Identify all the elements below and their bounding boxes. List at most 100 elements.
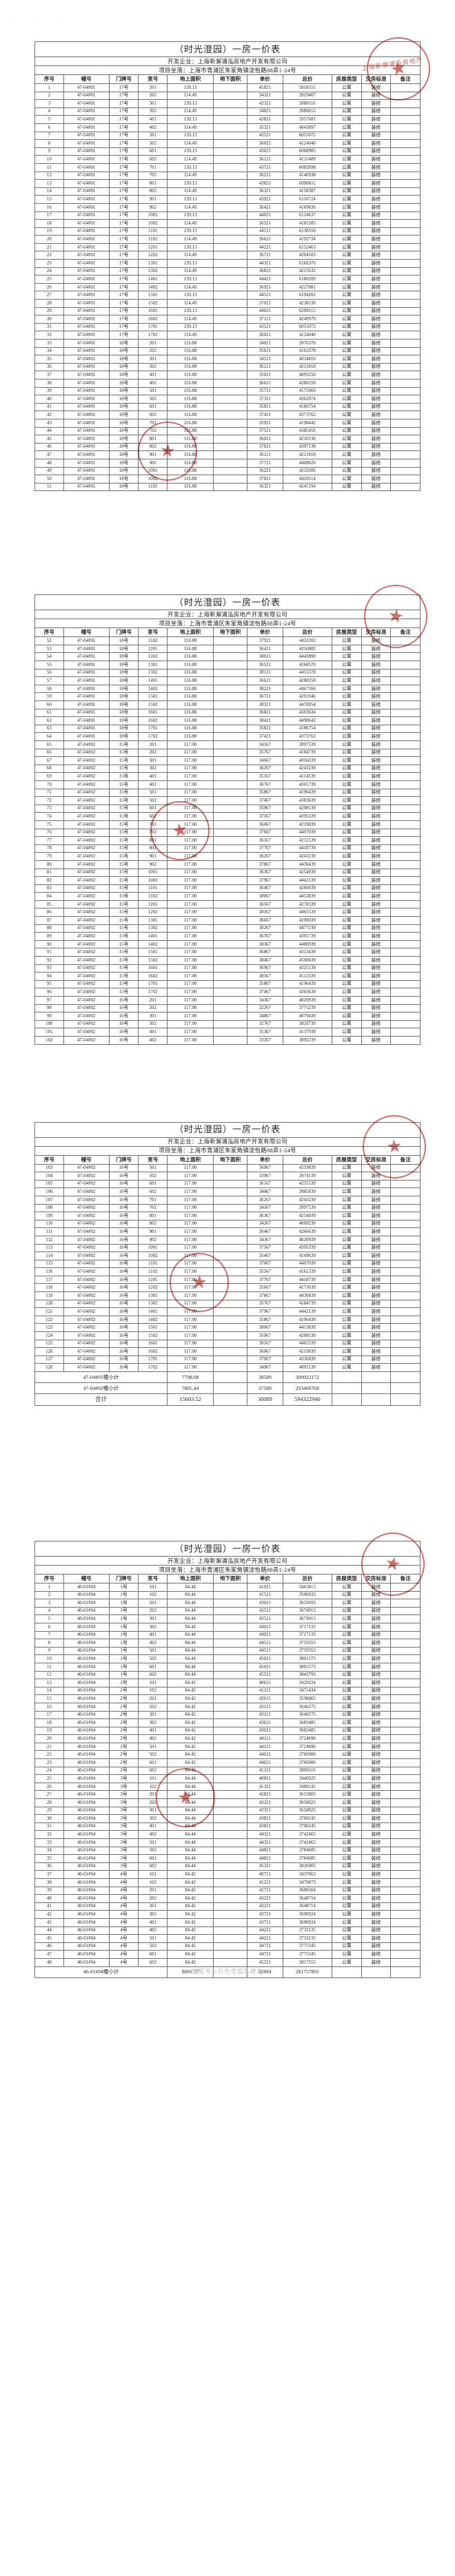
cell-delivery-standard: 装修: [361, 892, 392, 901]
table-row: 11 40-01#04 1号 601 84.44 45021 3801573 公寓 装修: [34, 1662, 421, 1672]
table-row: 19 40-01#04 2号 401 84.42 43621 3682485 公寓 装修: [34, 1726, 421, 1736]
cell-door-number: 1号: [108, 1639, 139, 1648]
cell-seq: 21: [34, 1742, 64, 1752]
cell-house-type: 公寓: [331, 684, 362, 694]
cell-door-number: 18号: [108, 668, 139, 678]
cell-note: [390, 1679, 421, 1687]
cell-below-ground-area: [213, 426, 247, 436]
cell-total-price: 3717133: [282, 1630, 332, 1640]
cell-room-number: 1201: [138, 900, 168, 909]
cell-building: 47-04#02: [63, 836, 110, 845]
cell-total-price: 3759353: [282, 1646, 332, 1656]
cell-below-ground-area: [213, 1212, 247, 1221]
subtotal-1-total: 300922172: [282, 1371, 332, 1383]
cell-delivery-standard: 装修: [361, 1806, 392, 1816]
cell-delivery-standard: 装修: [361, 828, 392, 838]
cell-total-price: 6138550: [282, 227, 332, 236]
cell-room-number: 1601: [138, 964, 168, 973]
cell-unit-price: 36121: [246, 362, 283, 372]
cell-room-number: 101: [138, 1679, 168, 1687]
cell-door-number: 18号: [108, 395, 139, 404]
cell-below-ground-area: [213, 788, 247, 798]
cell-note: [390, 1798, 421, 1807]
cell-unit-price: 44721: [246, 1942, 283, 1951]
cell-unit-price: 42721: [246, 1886, 283, 1895]
cell-house-type: 公寓: [331, 1862, 362, 1871]
cell-note: [390, 1662, 421, 1672]
cell-note: [390, 964, 421, 973]
cell-door-number: 3号: [108, 1846, 139, 1856]
table-row: 125 47-04#02 16号 1601 117.00 38167 4465539 公寓 装修: [34, 1339, 421, 1349]
cell-door-number: 15号: [108, 836, 139, 845]
cell-above-ground-area: 117.00: [167, 1172, 214, 1181]
cell-building: 47-04#01: [63, 195, 110, 204]
cell-unit-price: 41821: [246, 83, 283, 92]
cell-above-ground-area: 117.00: [167, 1299, 214, 1309]
cell-above-ground-area: 117.00: [167, 820, 214, 829]
cell-below-ground-area: [213, 435, 247, 444]
cell-building: 40-01#04: [63, 1734, 110, 1743]
cell-house-type: 公寓: [331, 1838, 362, 1847]
cell-building: 47-04#01: [63, 402, 110, 412]
cell-room-number: 301: [138, 99, 168, 108]
cell-building: 47-04#02: [63, 1347, 110, 1356]
cell-house-type: 公寓: [331, 171, 362, 180]
cell-note: [390, 1830, 421, 1839]
cell-below-ground-area: [213, 187, 247, 196]
table-row: 44 47-04#01 18号 702 116.88 37521 4385450 公寓 装修: [34, 426, 421, 436]
cell-house-type: 公寓: [331, 1686, 362, 1696]
cell-below-ground-area: [213, 852, 247, 861]
table-row: 48 47-04#01 18号 902 116.88 37721 4408826 公寓 装修: [34, 458, 421, 468]
cell-above-ground-area: 116.88: [167, 378, 214, 388]
cell-door-number: 15号: [108, 740, 139, 749]
cell-door-number: 1号: [108, 1606, 139, 1616]
cell-seq: 92: [34, 956, 64, 965]
cell-below-ground-area: [213, 1654, 247, 1663]
cell-seq: 86: [34, 908, 64, 917]
cell-seq: 126: [34, 1347, 64, 1356]
cell-house-type: 公寓: [331, 386, 362, 396]
cell-note: [390, 1926, 421, 1935]
price-table-4: （时光澄园）一房一价表 开发企业：上海新澥浦泓房地产开发有限公司 项目坐落：上海…: [34, 1541, 421, 1978]
cell-above-ground-area: 117.00: [167, 836, 214, 845]
cell-room-number: 1501: [138, 692, 168, 702]
table-row: 19 47-04#01 17号 1101 139.13 44121 6138550 公寓 装修: [34, 227, 421, 236]
cell-room-number: 501: [138, 131, 168, 141]
cell-room-number: 301: [138, 1806, 168, 1816]
cell-seq: 57: [34, 676, 64, 685]
cell-seq: 23: [34, 1758, 64, 1767]
cell-delivery-standard: 装修: [361, 426, 392, 436]
cell-unit-price: 35621: [246, 346, 283, 356]
cell-building: 40-01#04: [63, 1742, 110, 1752]
cell-room-number: 1201: [138, 1275, 168, 1285]
cell-building: 47-04#02: [63, 1179, 110, 1189]
cell-total-price: 4407039: [282, 828, 332, 838]
cell-unit-price: 45521: [246, 1670, 283, 1680]
cell-door-number: 16号: [108, 1251, 139, 1260]
cell-unit-price: 37967: [246, 1307, 283, 1316]
cell-unit-price: 37721: [246, 458, 283, 468]
cell-total-price: 3929407: [282, 91, 332, 101]
cell-house-type: 公寓: [331, 1639, 362, 1648]
cell-seq: 125: [34, 1339, 64, 1349]
cell-seq: 28: [34, 1798, 64, 1807]
cell-seq: 35: [34, 355, 64, 364]
cell-unit-price: 44521: [246, 1646, 283, 1656]
cell-delivery-standard: 装修: [361, 139, 392, 148]
cell-room-number: 1301: [138, 916, 168, 925]
cell-house-type: 公寓: [331, 1718, 362, 1727]
cell-door-number: 17号: [108, 163, 139, 172]
cell-total-price: 4397138: [282, 442, 332, 452]
cell-delivery-standard: 装修: [361, 442, 392, 452]
cell-above-ground-area: 84.42: [167, 1679, 214, 1687]
cell-door-number: 15号: [108, 804, 139, 813]
cell-total-price: 6166376: [282, 259, 332, 268]
cell-total-price: 3700245: [282, 1814, 332, 1823]
cell-below-ground-area: [213, 275, 247, 284]
cell-delivery-standard: 装修: [361, 339, 392, 348]
cell-delivery-standard: 装修: [361, 378, 392, 388]
cell-room-number: 1001: [138, 466, 168, 476]
cell-below-ground-area: [213, 402, 247, 412]
cell-note: [390, 668, 421, 678]
cell-seq: 20: [34, 1734, 64, 1743]
